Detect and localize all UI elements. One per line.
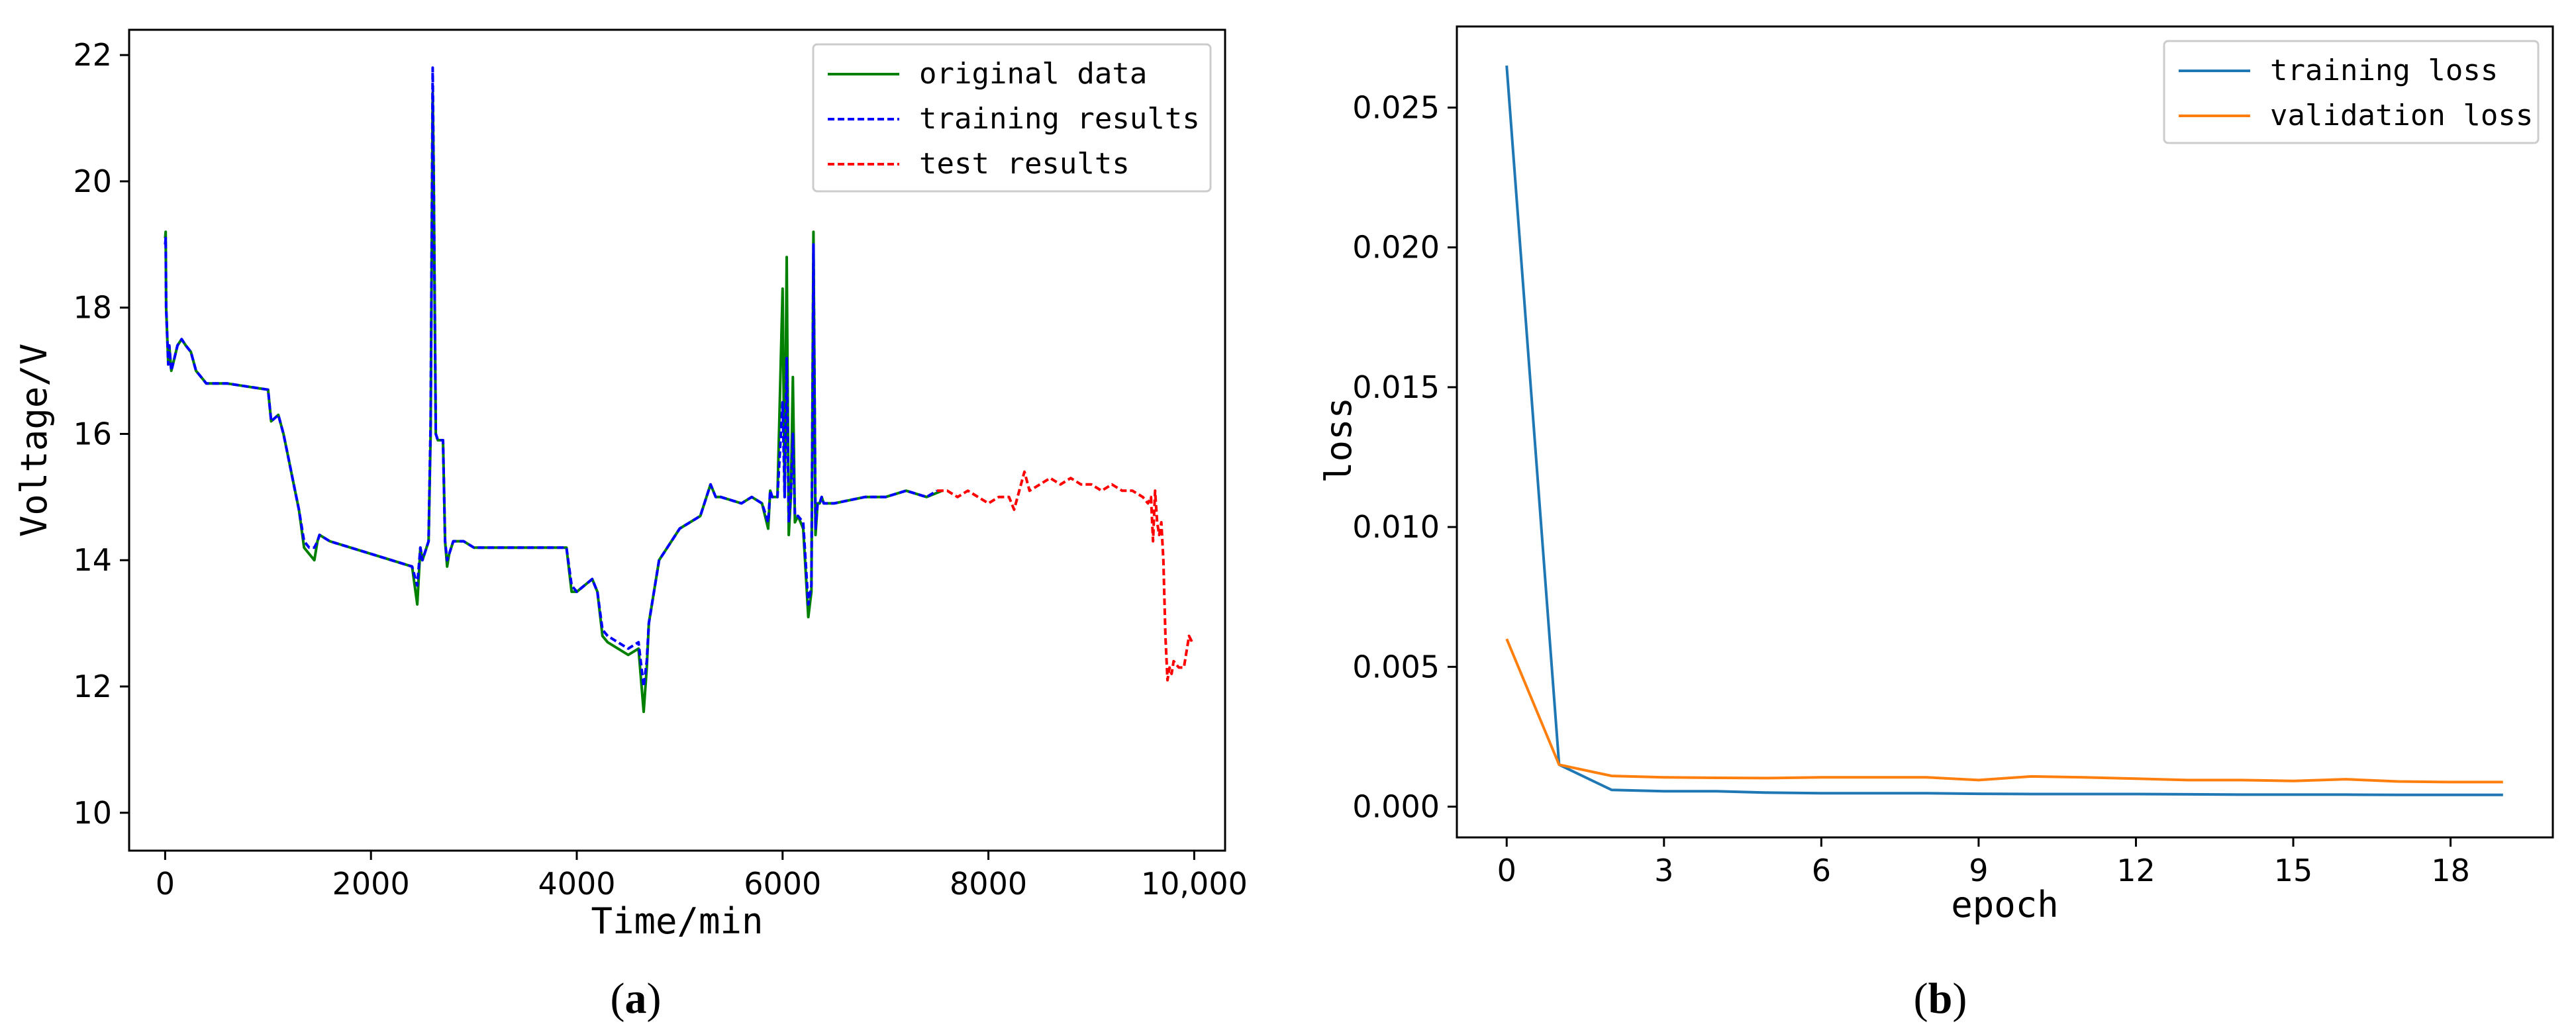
x-tick-label: 15: [2274, 853, 2313, 888]
y-tick-label: 16: [73, 416, 112, 451]
caption-letter-b: b: [1928, 974, 1953, 1023]
y-axis-label-b: loss: [1318, 397, 1360, 483]
panel-b: 0 3 6 9 12 15 18 0.000 0.005 0.010 0.015 0.020 0.025…: [1318, 25, 2554, 1023]
y-tick-label: 22: [73, 37, 112, 73]
x-tick-label: 4000: [538, 866, 615, 902]
y-axis-label-a: Voltage/V: [13, 344, 55, 538]
y-tick-label: 12: [73, 669, 112, 704]
x-tick-label: 12: [2116, 853, 2155, 888]
legend-label: training loss: [2270, 54, 2498, 87]
series-line-training-results: [164, 66, 938, 688]
x-tick-label: 10,000: [1141, 866, 1248, 902]
x-tick-label: 2000: [332, 866, 410, 902]
x-tick-label: 18: [2431, 853, 2470, 888]
legend-label: training results: [919, 102, 1200, 136]
x-axis-label-b: epoch: [1951, 884, 2059, 925]
x-tick-label: 6: [1812, 853, 1831, 888]
series-line-training-loss: [1505, 65, 2503, 796]
series-line-test-results: [936, 470, 1194, 682]
caption-b: (b): [1914, 974, 1967, 1023]
y-tick-label: 0.010: [1352, 509, 1440, 545]
series-lines-b: [1505, 65, 2503, 796]
axes-a: 0 2000 4000 6000 8000 10,000 10 12 14 16 18 20 22: [73, 37, 1247, 902]
x-axis-label-a: Time/min: [591, 900, 763, 942]
legend-label: test results: [919, 147, 1130, 181]
y-tick-label: 0.000: [1352, 789, 1440, 825]
x-tick-label: 0: [1497, 853, 1516, 888]
x-tick-label: 9: [1969, 853, 1988, 888]
legend-box: [812, 43, 1212, 193]
y-tick-label: 14: [73, 542, 112, 578]
y-tick-label: 20: [73, 164, 112, 199]
legend-a: original data training results test result…: [812, 43, 1212, 193]
legend-label: original data: [919, 57, 1147, 91]
series-line-validation-loss: [1505, 638, 2503, 784]
y-tick-label: 0.005: [1352, 649, 1440, 684]
legend-b: training loss validation loss: [2163, 40, 2540, 144]
x-tick-label: 8000: [950, 866, 1027, 902]
plot-frame-b: [1456, 25, 2554, 839]
x-tick-label: 6000: [744, 866, 821, 902]
series-lines-a: [164, 66, 1194, 714]
x-tick-label: 0: [156, 866, 175, 902]
axes-b: 0 3 6 9 12 15 18 0.000 0.005 0.010 0.015 0.020 0.025: [1352, 90, 2470, 889]
y-tick-label: 10: [73, 795, 112, 831]
y-tick-label: 0.020: [1352, 230, 1440, 265]
y-tick-label: 18: [73, 290, 112, 326]
x-tick-label: 3: [1654, 853, 1673, 888]
panel-a: 0 2000 4000 6000 8000 10,000 10 12 14 16 18 20 22 or…: [13, 28, 1248, 1023]
y-tick-label: 0.015: [1352, 369, 1440, 405]
legend-box: [2163, 40, 2540, 144]
y-tick-label: 0.025: [1352, 90, 1440, 126]
legend-label: validation loss: [2270, 99, 2533, 132]
caption-letter-a: a: [625, 974, 647, 1023]
plot-frame-a: [128, 28, 1226, 852]
caption-a: (a): [611, 974, 662, 1023]
